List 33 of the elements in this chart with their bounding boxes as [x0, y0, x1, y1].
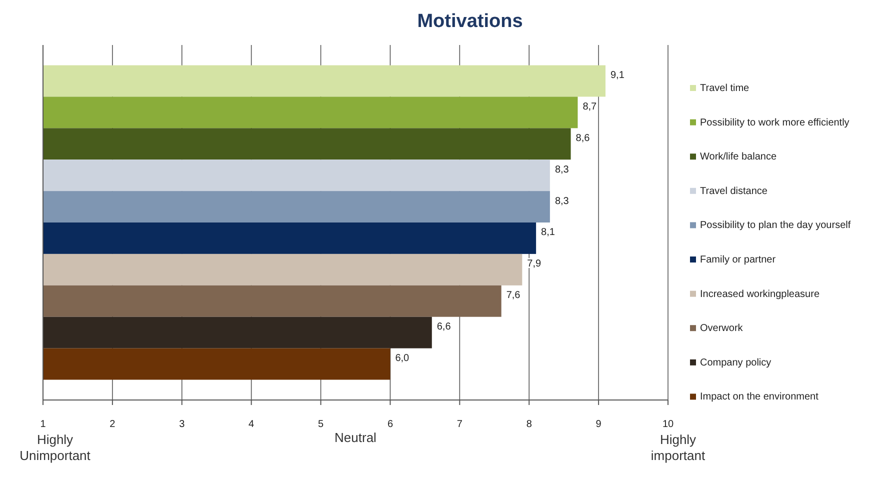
x-tick-label: 2 — [110, 419, 116, 430]
legend-label: Possibility to work more efficiently — [700, 117, 850, 128]
legend-label: Increased workingpleasure — [700, 288, 820, 300]
x-tick-label: 7 — [456, 419, 463, 430]
data-label: 8,3 — [554, 164, 570, 176]
legend-label: Possibility to plan the day yourself — [700, 220, 851, 232]
x-tick-label: 8 — [526, 419, 532, 430]
x-tick-label: 5 — [318, 419, 324, 430]
data-label: 8,6 — [576, 132, 590, 144]
x-axis-title: Neutral — [334, 430, 377, 445]
x-tick-label: 6 — [387, 419, 394, 430]
data-label: 7,6 — [506, 290, 521, 302]
x-tick-label: 4 — [248, 419, 255, 430]
x-tick-label: 9 — [596, 419, 602, 430]
legend-label: Travel distance — [700, 186, 768, 197]
legend-label: Impact on the environment — [700, 392, 819, 403]
legend-label: Overwork — [700, 323, 744, 334]
text: Highly important — [650, 432, 706, 463]
legend-label: Company policy — [700, 357, 772, 368]
data-label: 9,1 — [610, 70, 625, 81]
x-tick-label: 10 — [662, 419, 674, 430]
chart-title: Motivations — [417, 11, 523, 32]
x-tick-label: 3 — [179, 419, 186, 430]
text: Highly Unimportant — [20, 432, 91, 463]
data-label: 6,0 — [395, 353, 410, 364]
data-label: 8,7 — [582, 101, 598, 112]
data-label: 8,3 — [554, 196, 570, 207]
x-tick-label: 1 — [40, 419, 46, 430]
legend-label: Travel time — [700, 83, 750, 94]
legend-label: Family or partner — [700, 254, 776, 266]
data-label: 8,1 — [541, 227, 556, 238]
data-label: 6,6 — [436, 322, 452, 333]
legend-label: Work/life balance — [700, 152, 777, 163]
